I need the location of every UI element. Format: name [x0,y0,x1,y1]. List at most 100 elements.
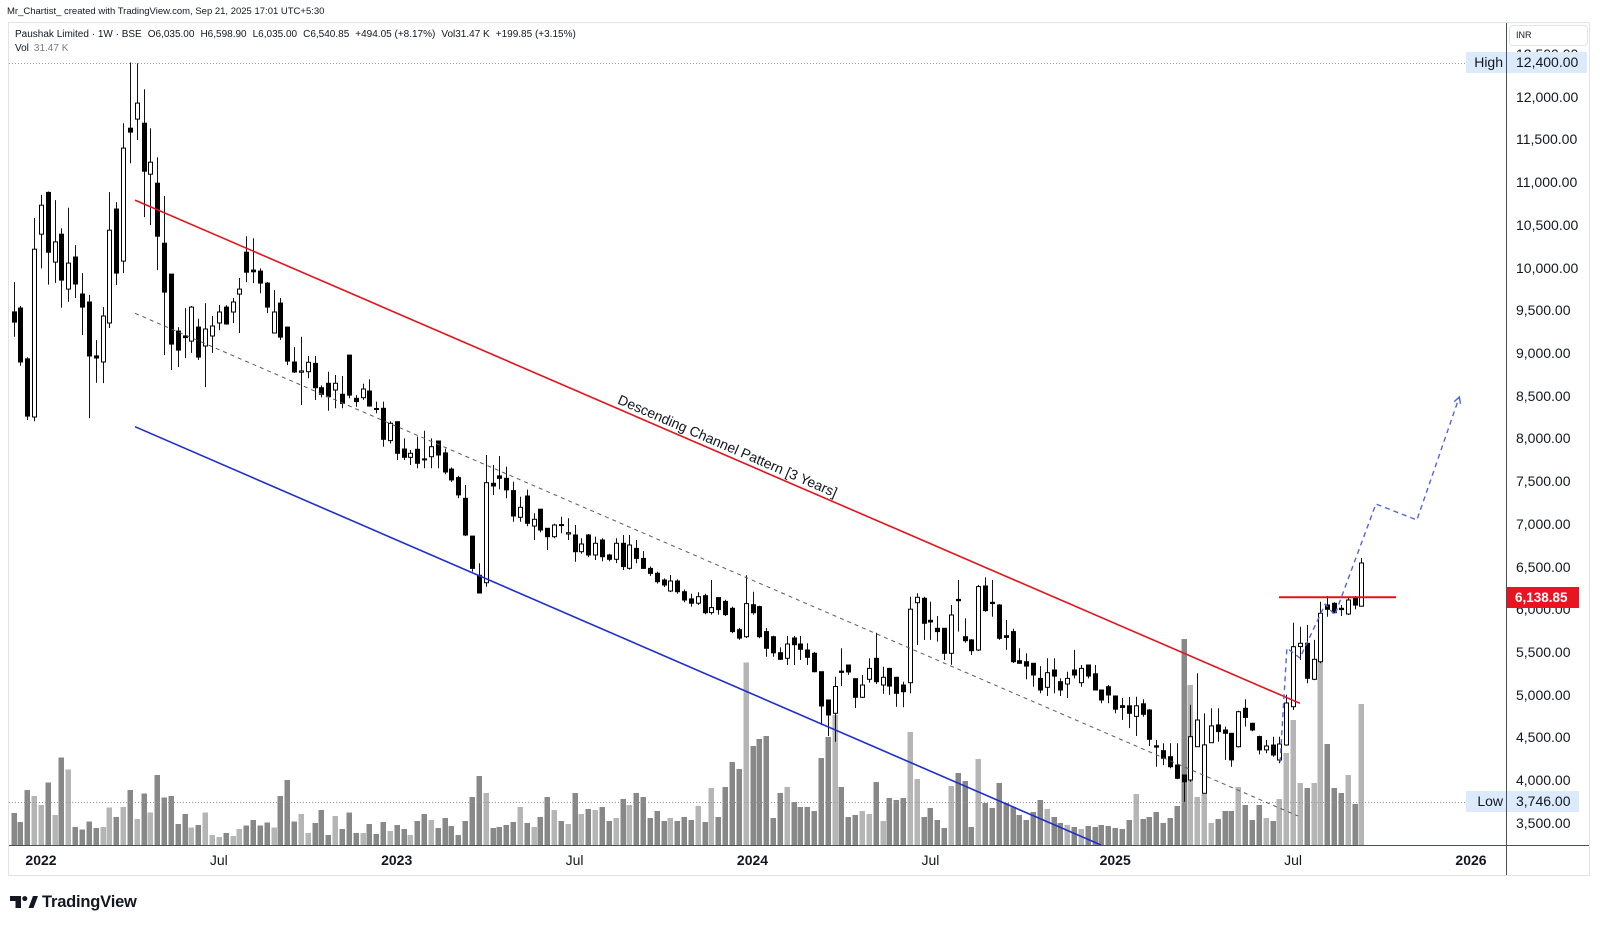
volume-bar [1037,800,1043,845]
candle-body [983,585,988,612]
candle [1229,732,1234,767]
candle-body [361,388,366,399]
volume-bar [1174,806,1180,845]
volume-bar [921,817,927,845]
candle [25,357,30,420]
candle [1031,662,1036,687]
candle [87,294,92,419]
channel-lower-line [134,425,1102,845]
candle [846,664,851,675]
candle-body [744,603,749,638]
volume-bar [490,828,496,845]
candle-body [1216,724,1221,733]
price-tick-label: 3,500.00 [1516,814,1571,831]
volume-bar [517,806,523,845]
volume-bar [907,732,913,845]
candle-body [367,390,372,407]
candle [785,636,790,665]
volume-bar [695,806,701,845]
volume-bar [52,815,58,845]
candle-body [525,495,530,524]
candle-body [224,306,229,325]
candle [278,298,283,340]
candle [367,379,372,407]
volume-bar [537,817,543,845]
candle [641,551,646,569]
candle-body [1312,658,1317,680]
candle [1045,658,1050,696]
volume-bar [825,737,831,845]
candle [408,450,413,465]
candle [217,305,222,331]
volume-bar [1085,826,1091,845]
candle [66,207,71,302]
volume-bar [1338,793,1344,845]
volume-bar [312,823,318,845]
volume-bar [161,797,167,845]
candle [627,535,632,570]
candle-body [532,518,537,527]
candle [504,466,509,499]
volume-bar [1242,805,1248,845]
candle [148,128,153,226]
projection-arrowhead-icon [1453,395,1462,405]
volume-bar [1304,788,1310,845]
volume-bar [1276,798,1282,845]
volume-bar [243,825,249,845]
volume-bar [1215,819,1221,845]
volume-bar [1030,811,1036,845]
candle-body [915,596,920,604]
volume-bar [435,828,441,845]
volume-bar [1290,720,1296,845]
volume-bar [955,772,961,845]
legend-volume: Vol 31.47 K [441,28,489,41]
candle-body [1127,705,1132,714]
volume-bar [476,776,482,845]
volume-bar [654,811,660,845]
low-tag: Low [1466,791,1506,813]
price-tick-label: 8,500.00 [1516,387,1571,404]
volume-bar [469,797,475,845]
candle [121,123,126,274]
volume-bar [373,833,379,845]
candle [853,678,858,708]
candle-body [621,542,626,568]
volume-bar [941,828,947,845]
candle [525,489,530,527]
volume-bar [551,810,557,845]
candle [614,538,619,564]
candle-body [1175,764,1180,779]
candle-body [484,482,489,584]
candle-body [415,448,420,464]
close-key: C [303,29,311,40]
volume-bar [202,812,208,845]
candle [1188,704,1193,782]
volume-bar [982,802,988,845]
candle-body [237,288,242,295]
candle-body [429,446,434,458]
candle-body [662,579,667,586]
candle-body [627,544,632,569]
candle [922,596,927,640]
candle-body [908,608,913,684]
candle-body [1209,725,1214,744]
candle [579,538,584,554]
volume-bar [818,758,824,845]
candle [545,527,550,550]
candle-body [668,580,673,592]
high-tag: High [1466,52,1506,73]
tradingview-logo[interactable]: TradingView [10,893,137,911]
candle [771,635,776,657]
candle-body [422,458,427,461]
candle [1147,709,1152,746]
candle [942,627,947,660]
volume-bar [1112,828,1118,845]
candle-body [470,535,475,569]
candle [114,202,119,285]
candle-body [949,614,954,654]
candle [244,236,249,283]
candle-body [299,370,304,373]
volume-bar [353,832,359,845]
candle-body [101,315,106,363]
candle-body [1038,677,1043,691]
